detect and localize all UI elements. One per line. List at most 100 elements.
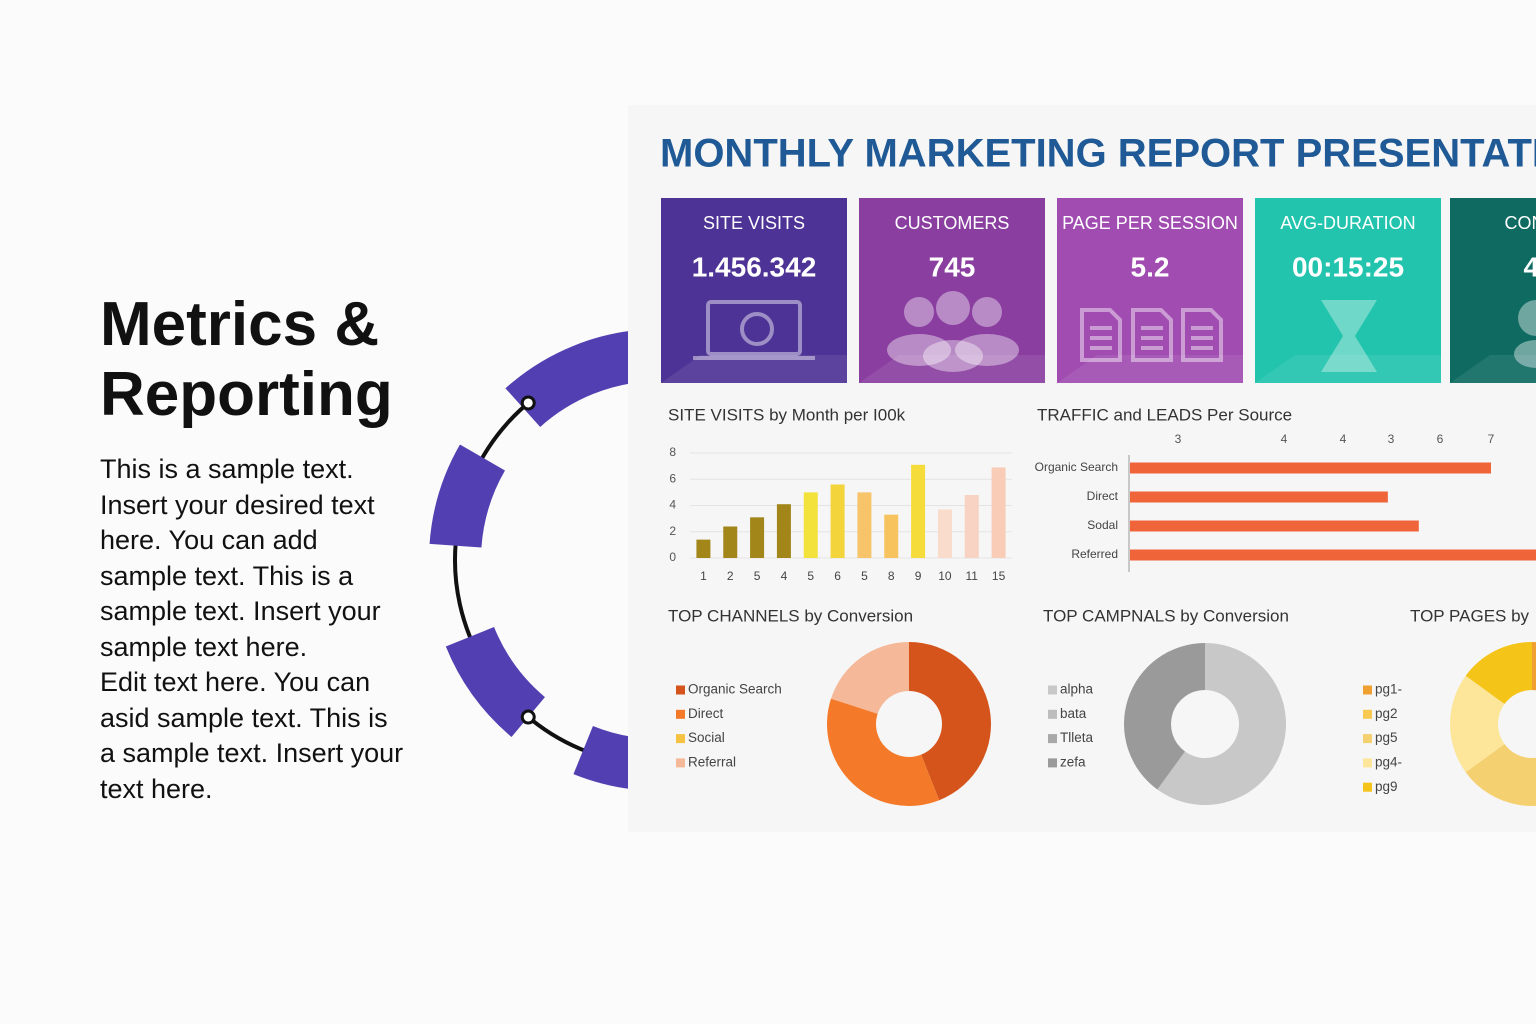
kpi-label: PAGE PER SESSION (1062, 213, 1238, 233)
legend-swatch (1363, 734, 1372, 744)
pie-slice (827, 698, 940, 807)
kpi-card (1450, 198, 1536, 383)
bar (830, 484, 845, 558)
icon (955, 334, 1019, 366)
text-block: Metrics & Reporting This is a sample tex… (100, 290, 410, 807)
bar (937, 509, 952, 558)
ring-segment (505, 330, 631, 428)
legend-label: Social (688, 730, 725, 745)
kpi-card (661, 198, 847, 383)
kpi-label: SITE VISITS (703, 213, 805, 233)
y-tick-label: Direct (1087, 489, 1119, 503)
x-tick-label: 5 (807, 569, 814, 583)
pie-slice (909, 642, 992, 801)
icon (904, 297, 934, 327)
bar (991, 467, 1006, 558)
bar (911, 464, 926, 558)
legend-label: Tlleta (1060, 730, 1094, 745)
header-label: 3 (1388, 432, 1395, 446)
kpi-value: 5.2 (1131, 251, 1170, 282)
ring-segment (429, 444, 506, 549)
legend-swatch (676, 685, 685, 695)
x-tick-label: 15 (992, 569, 1006, 583)
kpi-shade (1057, 355, 1243, 383)
header-label: 4 (1340, 432, 1347, 446)
bar (1130, 462, 1491, 474)
kpi-value: 745 (929, 251, 976, 282)
bar (857, 492, 872, 558)
ring-segment (445, 626, 546, 737)
decorative-ring (429, 330, 631, 790)
legend-swatch (1363, 685, 1372, 695)
header-label: 7 (1488, 432, 1495, 446)
legend-label: Organic Search (688, 682, 782, 697)
chart-title: TRAFFIC and LEADS Per Source (1037, 405, 1292, 424)
chart-title: TOP CAMPNALS by Conversion (1043, 606, 1289, 625)
y-tick-label: 8 (669, 445, 676, 459)
pie-slice (1450, 675, 1505, 773)
kpi-shade (1450, 355, 1536, 383)
legend-label: pg5 (1375, 730, 1398, 745)
y-tick-label: Sodal (1087, 518, 1118, 532)
icon (1518, 300, 1536, 336)
x-tick-label: 1 (700, 569, 707, 583)
x-tick-label: 5 (861, 569, 868, 583)
ring-segment (573, 725, 631, 790)
kpi-value: 1.456.342 (692, 251, 817, 282)
icon (923, 340, 983, 372)
chart-title: TOP CHANNELS by Conversion (668, 606, 913, 625)
x-tick-label: 5 (754, 569, 761, 583)
pie-slice (1157, 643, 1286, 805)
ring-line (453, 380, 631, 765)
kpi-shade (661, 355, 847, 383)
icon (972, 297, 1002, 327)
x-tick-label: 8 (888, 569, 895, 583)
bar (1130, 549, 1536, 561)
x-tick-label: 4 (781, 569, 788, 583)
icon (1131, 308, 1173, 362)
legend-swatch (1048, 734, 1057, 744)
y-tick-label: Organic Search (1035, 460, 1118, 474)
pie-slice (1532, 642, 1536, 691)
icon (887, 334, 951, 366)
bar (884, 514, 899, 558)
bar (1130, 520, 1419, 532)
legend-label: Referral (688, 754, 736, 769)
icon (1321, 300, 1377, 372)
kpi-card (1255, 198, 1441, 383)
icon (1181, 308, 1223, 362)
bar (776, 504, 791, 558)
y-tick-label: 0 (669, 550, 676, 564)
kpi-label: CONVER (1504, 213, 1536, 233)
pie-slice (1465, 743, 1536, 806)
y-tick-label: Referred (1071, 547, 1118, 561)
bar (803, 492, 818, 558)
ring-dot (520, 395, 536, 411)
ring-dot (520, 709, 536, 725)
legend-swatch (1363, 709, 1372, 719)
paragraph: Edit text here. You can asid sample text… (100, 667, 404, 804)
kpi-card (859, 198, 1045, 383)
x-tick-label: 2 (727, 569, 734, 583)
paragraph: This is a sample text. Insert your desir… (100, 454, 381, 662)
pie-slice (831, 642, 909, 714)
x-tick-label: 9 (915, 569, 922, 583)
legend-swatch (1363, 758, 1372, 768)
header-label: 3 (1175, 432, 1182, 446)
kpi-shade (1255, 355, 1441, 383)
chart-title: SITE VISITS by Month per I00k (668, 405, 906, 424)
dashboard-title: MONTHLY MARKETING REPORT PRESENTATION (660, 132, 1536, 176)
kpi-shade (859, 355, 1045, 383)
y-tick-label: 4 (669, 498, 676, 512)
bar (1130, 491, 1388, 503)
x-tick-label: 10 (938, 569, 952, 583)
kpi-value: 00:15:25 (1292, 251, 1404, 282)
legend-swatch (676, 758, 685, 768)
x-tick-label: 11 (966, 569, 979, 583)
x-tick-label: 6 (834, 569, 841, 583)
icon (1514, 340, 1536, 368)
legend-swatch (676, 734, 685, 744)
chart-title: TOP PAGES by (1410, 606, 1530, 625)
